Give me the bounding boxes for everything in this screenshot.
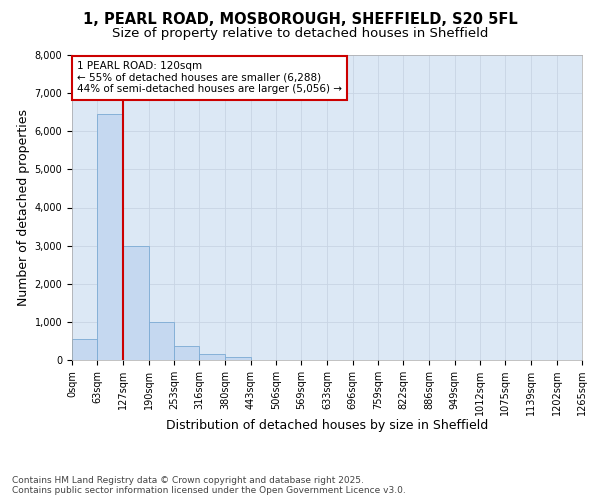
- Bar: [199, 354, 225, 360]
- Bar: [174, 346, 199, 360]
- Bar: [123, 246, 149, 360]
- Bar: [97, 114, 123, 360]
- Text: 1 PEARL ROAD: 120sqm
← 55% of detached houses are smaller (6,288)
44% of semi-de: 1 PEARL ROAD: 120sqm ← 55% of detached h…: [77, 61, 342, 94]
- Text: Size of property relative to detached houses in Sheffield: Size of property relative to detached ho…: [112, 28, 488, 40]
- Bar: [149, 322, 174, 360]
- Bar: [225, 357, 251, 360]
- Text: Contains HM Land Registry data © Crown copyright and database right 2025.
Contai: Contains HM Land Registry data © Crown c…: [12, 476, 406, 495]
- X-axis label: Distribution of detached houses by size in Sheffield: Distribution of detached houses by size …: [166, 420, 488, 432]
- Text: 1, PEARL ROAD, MOSBOROUGH, SHEFFIELD, S20 5FL: 1, PEARL ROAD, MOSBOROUGH, SHEFFIELD, S2…: [83, 12, 517, 28]
- Bar: [72, 339, 97, 360]
- Y-axis label: Number of detached properties: Number of detached properties: [17, 109, 31, 306]
